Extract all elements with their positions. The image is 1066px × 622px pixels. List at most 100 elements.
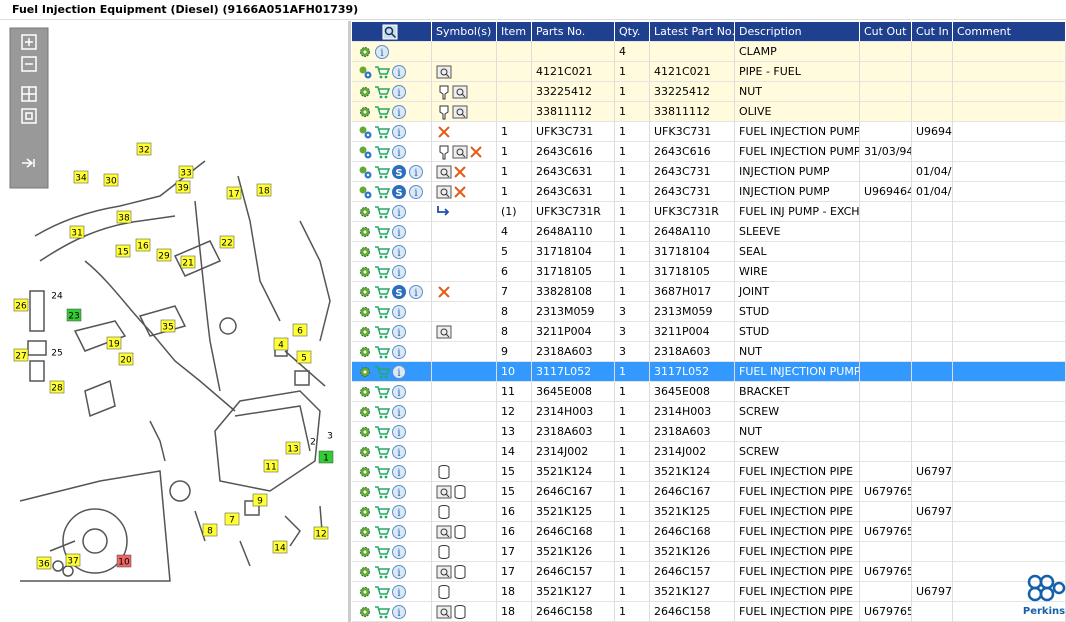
options-button[interactable]	[357, 104, 373, 120]
info-button[interactable]: i	[391, 524, 407, 540]
cart-button[interactable]	[374, 104, 390, 120]
cart-button[interactable]	[374, 304, 390, 320]
info-button[interactable]: i	[391, 364, 407, 380]
cart-button[interactable]	[374, 404, 390, 420]
info-button[interactable]: i	[391, 324, 407, 340]
cart-button[interactable]	[374, 344, 390, 360]
service-button[interactable]: S	[391, 284, 407, 300]
options-button[interactable]	[357, 184, 373, 200]
options-button[interactable]	[357, 484, 373, 500]
info-button[interactable]: i	[391, 504, 407, 520]
options-button[interactable]	[357, 604, 373, 620]
options-button[interactable]	[357, 324, 373, 340]
service-button[interactable]: S	[391, 184, 407, 200]
options-button[interactable]	[357, 144, 373, 160]
column-header[interactable]: Item	[497, 22, 532, 42]
cart-button[interactable]	[374, 184, 390, 200]
cart-button[interactable]	[374, 484, 390, 500]
info-button[interactable]: i	[391, 264, 407, 280]
info-button[interactable]: i	[391, 84, 407, 100]
info-button[interactable]: i	[391, 344, 407, 360]
options-button[interactable]	[357, 464, 373, 480]
options-button[interactable]	[357, 344, 373, 360]
options-button[interactable]	[357, 524, 373, 540]
info-button[interactable]: i	[391, 464, 407, 480]
search-icon[interactable]	[382, 24, 398, 40]
options-button[interactable]	[357, 264, 373, 280]
info-button[interactable]: i	[391, 244, 407, 260]
options-button[interactable]	[357, 204, 373, 220]
cart-button[interactable]	[374, 324, 390, 340]
service-button[interactable]: S	[391, 164, 407, 180]
info-button[interactable]: i	[391, 544, 407, 560]
info-button[interactable]: i	[408, 164, 424, 180]
cart-button[interactable]	[374, 124, 390, 140]
info-button[interactable]: i	[391, 584, 407, 600]
options-button[interactable]	[357, 124, 373, 140]
cart-button[interactable]	[374, 244, 390, 260]
options-button[interactable]	[357, 84, 373, 100]
cart-button[interactable]	[374, 384, 390, 400]
info-button[interactable]: i	[391, 124, 407, 140]
cart-button[interactable]	[374, 504, 390, 520]
options-button[interactable]	[357, 164, 373, 180]
options-button[interactable]	[357, 544, 373, 560]
cart-button[interactable]	[374, 64, 390, 80]
cart-button[interactable]	[374, 164, 390, 180]
column-header[interactable]: Description	[735, 22, 860, 42]
cart-button[interactable]	[374, 264, 390, 280]
info-button[interactable]: i	[408, 184, 424, 200]
cart-button[interactable]	[374, 224, 390, 240]
info-button[interactable]: i	[391, 404, 407, 420]
options-button[interactable]	[357, 444, 373, 460]
info-button[interactable]: i	[391, 384, 407, 400]
options-button[interactable]	[357, 564, 373, 580]
cart-button[interactable]	[374, 364, 390, 380]
options-button[interactable]	[357, 284, 373, 300]
cart-button[interactable]	[374, 284, 390, 300]
column-header[interactable]: Comment	[953, 22, 1066, 42]
cart-button[interactable]	[374, 584, 390, 600]
options-button[interactable]	[357, 584, 373, 600]
info-button[interactable]: i	[391, 64, 407, 80]
column-header[interactable]: Cut Out	[860, 22, 912, 42]
options-button[interactable]	[357, 224, 373, 240]
info-button[interactable]: i	[391, 484, 407, 500]
cart-button[interactable]	[374, 424, 390, 440]
cart-button[interactable]	[374, 604, 390, 620]
options-button[interactable]	[357, 364, 373, 380]
info-button[interactable]: i	[391, 424, 407, 440]
cart-button[interactable]	[374, 544, 390, 560]
table-cell: 16	[497, 522, 532, 542]
info-button[interactable]: i	[391, 104, 407, 120]
cart-button[interactable]	[374, 464, 390, 480]
info-button[interactable]: i	[391, 444, 407, 460]
info-button[interactable]: i	[374, 44, 390, 60]
info-button[interactable]: i	[391, 144, 407, 160]
info-button[interactable]: i	[391, 604, 407, 620]
info-button[interactable]: i	[391, 564, 407, 580]
cart-button[interactable]	[374, 84, 390, 100]
options-button[interactable]	[357, 504, 373, 520]
options-button[interactable]	[357, 424, 373, 440]
options-button[interactable]	[357, 384, 373, 400]
options-button[interactable]	[357, 244, 373, 260]
column-header[interactable]: Symbol(s)	[432, 22, 497, 42]
cart-button[interactable]	[374, 204, 390, 220]
cart-button[interactable]	[374, 444, 390, 460]
info-button[interactable]: i	[391, 224, 407, 240]
column-header[interactable]: Latest Part No.	[650, 22, 735, 42]
column-header[interactable]: Qty.	[615, 22, 650, 42]
info-button[interactable]: i	[391, 304, 407, 320]
options-button[interactable]	[357, 44, 373, 60]
info-button[interactable]: i	[408, 284, 424, 300]
options-button[interactable]	[357, 404, 373, 420]
options-button[interactable]	[357, 64, 373, 80]
cart-button[interactable]	[374, 524, 390, 540]
info-button[interactable]: i	[391, 204, 407, 220]
options-button[interactable]	[357, 304, 373, 320]
column-header[interactable]: Parts No.	[532, 22, 615, 42]
cart-button[interactable]	[374, 564, 390, 580]
cart-button[interactable]	[374, 144, 390, 160]
column-header[interactable]: Cut In	[912, 22, 953, 42]
